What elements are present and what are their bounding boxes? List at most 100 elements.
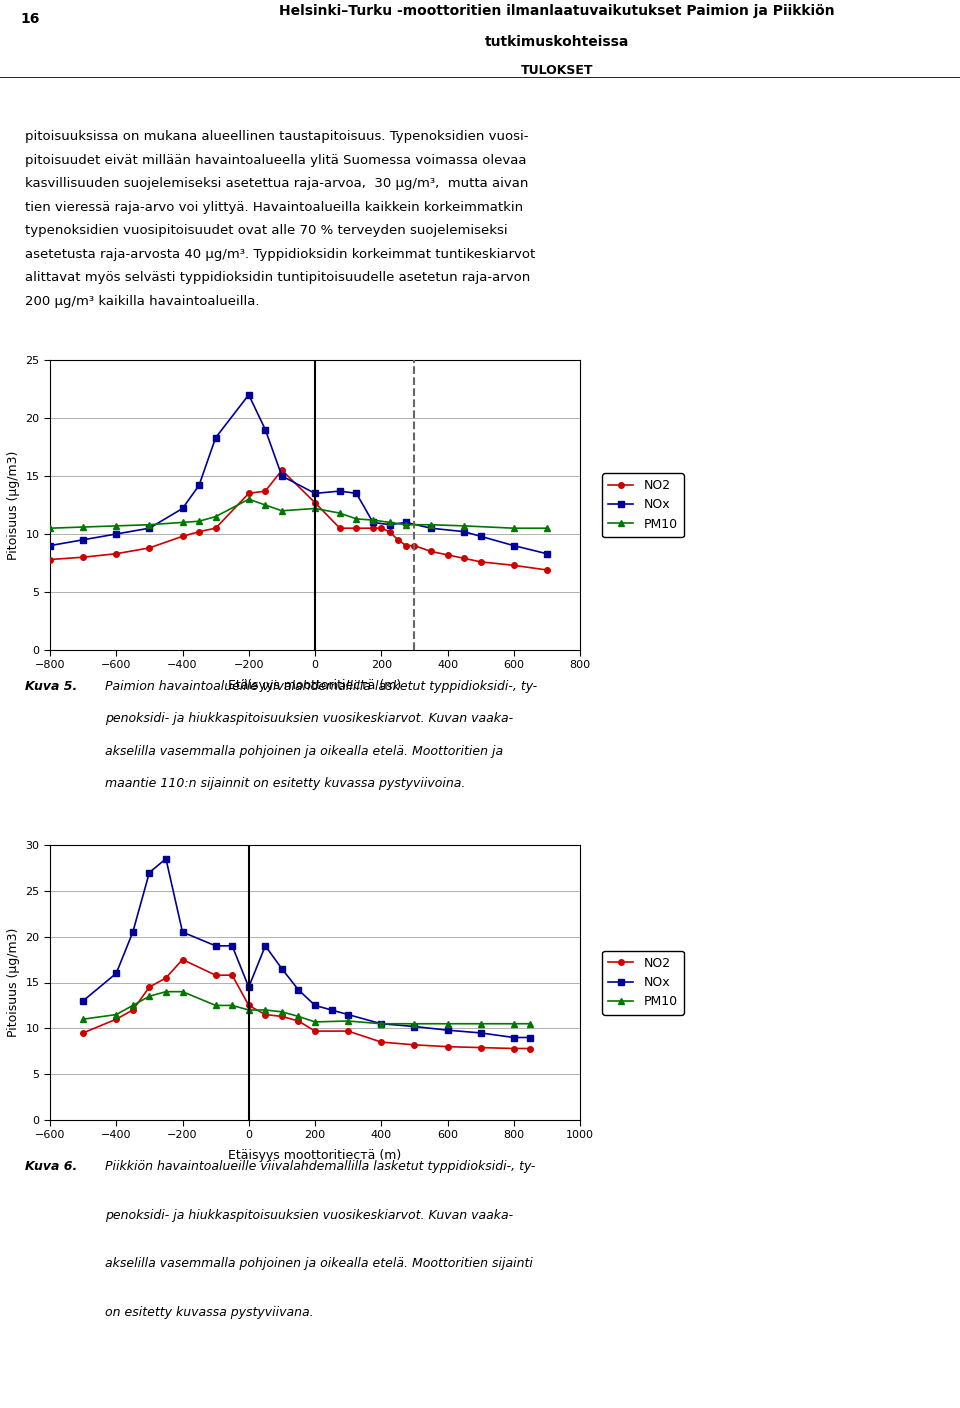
Text: pitoisuudet eivät millään havaintoalueella ylitä Suomessa voimassa olevaa: pitoisuudet eivät millään havaintoalueel… xyxy=(25,153,526,166)
NOx xyxy=(350,484,362,501)
NOx xyxy=(475,528,487,545)
Text: asetetusta raja-arvosta 40 µg/m³. Typpidioksidin korkeimmat tuntikeskiarvot: asetetusta raja-arvosta 40 µg/m³. Typpid… xyxy=(25,248,536,260)
PM10 xyxy=(160,983,172,1000)
NOx xyxy=(325,1001,337,1018)
PM10 xyxy=(309,1014,321,1031)
NO2 xyxy=(524,1041,536,1057)
NO2 xyxy=(368,520,379,536)
PM10 xyxy=(442,1015,453,1032)
PM10 xyxy=(276,1004,288,1021)
NO2 xyxy=(458,551,469,567)
PM10 xyxy=(177,983,188,1000)
NO2 xyxy=(350,520,362,536)
NO2 xyxy=(541,562,553,579)
NOx xyxy=(259,421,271,438)
Line: PM10: PM10 xyxy=(47,497,550,531)
NO2 xyxy=(309,494,321,511)
PM10 xyxy=(309,500,321,517)
Legend: NO2, NOx, PM10: NO2, NOx, PM10 xyxy=(602,473,684,536)
NO2 xyxy=(78,1025,89,1042)
NO2 xyxy=(144,539,156,556)
NOx xyxy=(409,1018,420,1035)
PM10 xyxy=(276,503,288,520)
NO2 xyxy=(409,1036,420,1053)
NOx xyxy=(243,386,254,403)
PM10 xyxy=(78,518,89,535)
PM10 xyxy=(193,513,204,529)
NO2 xyxy=(243,484,254,501)
PM10 xyxy=(409,1015,420,1032)
Line: PM10: PM10 xyxy=(81,988,533,1026)
PM10 xyxy=(227,997,238,1014)
NO2 xyxy=(276,1008,288,1025)
PM10 xyxy=(127,997,138,1014)
NO2 xyxy=(343,1022,354,1039)
PM10 xyxy=(144,988,156,1005)
Text: tutkimuskohteissa: tutkimuskohteissa xyxy=(485,35,629,49)
NO2 xyxy=(44,551,56,567)
Text: akselilla vasemmalla pohjoinen ja oikealla etelä. Moottoritien ja: akselilla vasemmalla pohjoinen ja oikeal… xyxy=(106,745,504,758)
NO2 xyxy=(177,952,188,969)
NOx xyxy=(210,938,222,955)
NOx xyxy=(110,525,122,542)
PM10 xyxy=(368,511,379,528)
PM10 xyxy=(210,508,222,525)
NOx xyxy=(144,865,156,881)
Y-axis label: Pitoisuus (µg/m3): Pitoisuus (µg/m3) xyxy=(7,928,20,1038)
PM10 xyxy=(44,520,56,536)
Text: kasvillisuuden suojelemiseksi asetettua raja-arvoa,  30 µg/m³,  mutta aivan: kasvillisuuden suojelemiseksi asetettua … xyxy=(25,177,528,190)
NOx xyxy=(508,1029,519,1046)
NO2 xyxy=(293,1012,304,1029)
PM10 xyxy=(259,497,271,514)
Line: NOx: NOx xyxy=(81,856,533,1041)
NOx xyxy=(458,524,469,541)
NOx xyxy=(309,997,321,1014)
Line: NOx: NOx xyxy=(47,391,550,556)
NO2 xyxy=(375,1033,387,1050)
PM10 xyxy=(78,1011,89,1028)
NO2 xyxy=(193,524,204,541)
NO2 xyxy=(127,1001,138,1018)
PM10 xyxy=(524,1015,536,1032)
PM10 xyxy=(293,1008,304,1025)
NOx xyxy=(475,1025,487,1042)
PM10 xyxy=(541,520,553,536)
X-axis label: Etäisyys moottoritiестä (m): Etäisyys moottoritiестä (m) xyxy=(228,679,401,691)
Text: 200 µg/m³ kaikilla havaintoalueilla.: 200 µg/m³ kaikilla havaintoalueilla. xyxy=(25,294,259,308)
PM10 xyxy=(475,1015,487,1032)
X-axis label: Etäisyys moottoritiестä (m): Etäisyys moottoritiестä (m) xyxy=(228,1149,401,1162)
NOx xyxy=(177,924,188,941)
Y-axis label: Pitoisuus (µg/m3): Pitoisuus (µg/m3) xyxy=(7,451,20,560)
NOx xyxy=(78,531,89,548)
Legend: NO2, NOx, PM10: NO2, NOx, PM10 xyxy=(602,950,684,1015)
NO2 xyxy=(243,997,254,1014)
NOx xyxy=(524,1029,536,1046)
NOx xyxy=(276,960,288,977)
Text: pitoisuuksissa on mukana alueellinen taustapitoisuus. Typenoksidien vuosi-: pitoisuuksissa on mukana alueellinen tau… xyxy=(25,130,529,144)
PM10 xyxy=(400,517,412,534)
NOx xyxy=(541,545,553,562)
PM10 xyxy=(350,511,362,528)
NOx xyxy=(276,467,288,484)
NOx xyxy=(127,924,138,941)
NO2 xyxy=(392,531,403,548)
Text: TULOKSET: TULOKSET xyxy=(520,63,593,77)
PM10 xyxy=(110,517,122,534)
NO2 xyxy=(309,1022,321,1039)
NO2 xyxy=(276,462,288,479)
NO2 xyxy=(144,979,156,995)
Text: typenoksidien vuosipitoisuudet ovat alle 70 % terveyden suojelemiseksi: typenoksidien vuosipitoisuudet ovat alle… xyxy=(25,224,508,237)
NO2 xyxy=(110,545,122,562)
PM10 xyxy=(144,517,156,534)
NOx xyxy=(343,1007,354,1024)
NOx xyxy=(375,1015,387,1032)
Text: Kuva 6.: Kuva 6. xyxy=(25,1160,77,1173)
PM10 xyxy=(334,504,346,521)
NOx xyxy=(425,520,437,536)
PM10 xyxy=(110,1007,122,1024)
PM10 xyxy=(508,1015,519,1032)
NOx xyxy=(44,536,56,553)
NO2 xyxy=(110,1011,122,1028)
Text: tien vieressä raja-arvo voi ylittyä. Havaintoalueilla kaikkein korkeimmatkin: tien vieressä raja-arvo voi ylittyä. Hav… xyxy=(25,200,523,214)
NO2 xyxy=(475,553,487,570)
